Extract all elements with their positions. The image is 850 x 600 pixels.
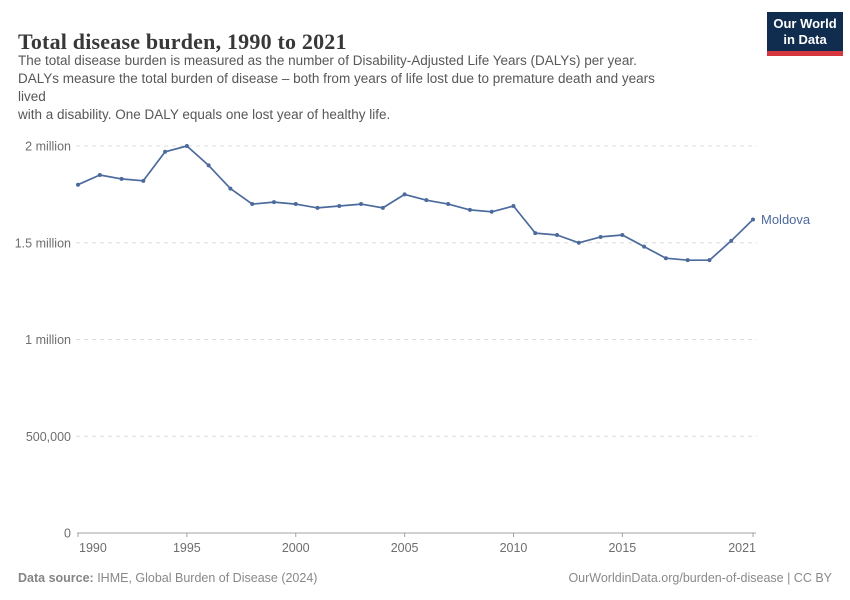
data-point[interactable] [446,202,451,207]
data-point[interactable] [97,173,102,178]
data-point[interactable] [250,202,255,207]
data-point[interactable] [184,144,189,148]
data-source-text: IHME, Global Burden of Disease (2024) [93,571,318,585]
data-point[interactable] [141,178,146,183]
data-point[interactable] [620,233,625,238]
data-point[interactable] [315,205,320,210]
license-link[interactable]: OurWorldinData.org/burden-of-disease | C… [568,571,832,585]
owid-logo-line1: Our World [773,16,837,31]
data-point[interactable] [402,192,407,197]
chart-footer: Data source: IHME, Global Burden of Dise… [18,571,832,587]
data-point[interactable] [642,244,647,249]
data-point[interactable] [424,198,429,203]
series-line-moldova[interactable] [77,145,754,262]
data-point[interactable] [76,182,80,187]
subtitle-line: The total disease burden is measured as … [18,53,637,68]
subtitle-line: lived [18,89,46,104]
data-point[interactable] [359,202,364,207]
entity-label-moldova[interactable]: Moldova [761,212,811,227]
data-point[interactable] [707,258,712,263]
data-point[interactable] [598,234,603,239]
data-point[interactable] [119,176,124,181]
data-point[interactable] [337,203,342,208]
y-axis-tick-label: 1.5 million [15,236,71,250]
x-axis-tick-label: 1995 [173,541,201,555]
x-axis-tick-label: 2000 [282,541,310,555]
data-point[interactable] [380,205,385,210]
chart-title: Total disease burden, 1990 to 2021 [18,28,347,54]
x-axis-tick-label: 2015 [608,541,636,555]
x-axis-tick-label: 2010 [500,541,528,555]
data-point[interactable] [751,217,755,222]
data-point[interactable] [271,200,276,205]
y-axis-tick-label: 2 million [25,140,71,154]
data-point[interactable] [533,231,538,236]
chart-subtitle: The total disease burden is measured as … [18,52,655,124]
owid-logo[interactable]: Our World in Data [767,12,843,56]
data-point[interactable] [293,202,298,207]
x-axis-tick-label: 2021 [728,541,756,555]
data-point[interactable] [729,238,734,243]
data-point[interactable] [163,149,168,154]
subtitle-line: with a disability. One DALY equals one l… [18,107,391,122]
x-axis-tick-label: 2005 [391,541,419,555]
data-point[interactable] [511,203,516,208]
y-axis-tick-label: 0 [64,527,71,541]
data-point[interactable] [555,233,560,238]
data-point[interactable] [685,258,690,263]
data-point[interactable] [489,209,494,214]
data-point[interactable] [663,256,668,261]
data-point[interactable] [228,186,233,191]
subtitle-line: DALYs measure the total burden of diseas… [18,71,655,86]
data-point[interactable] [467,207,472,212]
data-source-label: Data source: [18,571,94,585]
y-axis-tick-label: 1 million [25,333,71,347]
data-point[interactable] [206,163,211,168]
data-point[interactable] [576,240,581,245]
data-source-note: Data source: IHME, Global Burden of Dise… [18,571,317,585]
y-axis-tick-label: 500,000 [26,430,71,444]
owid-logo-line2: in Data [783,32,827,47]
x-axis-tick-label: 1990 [79,541,107,555]
